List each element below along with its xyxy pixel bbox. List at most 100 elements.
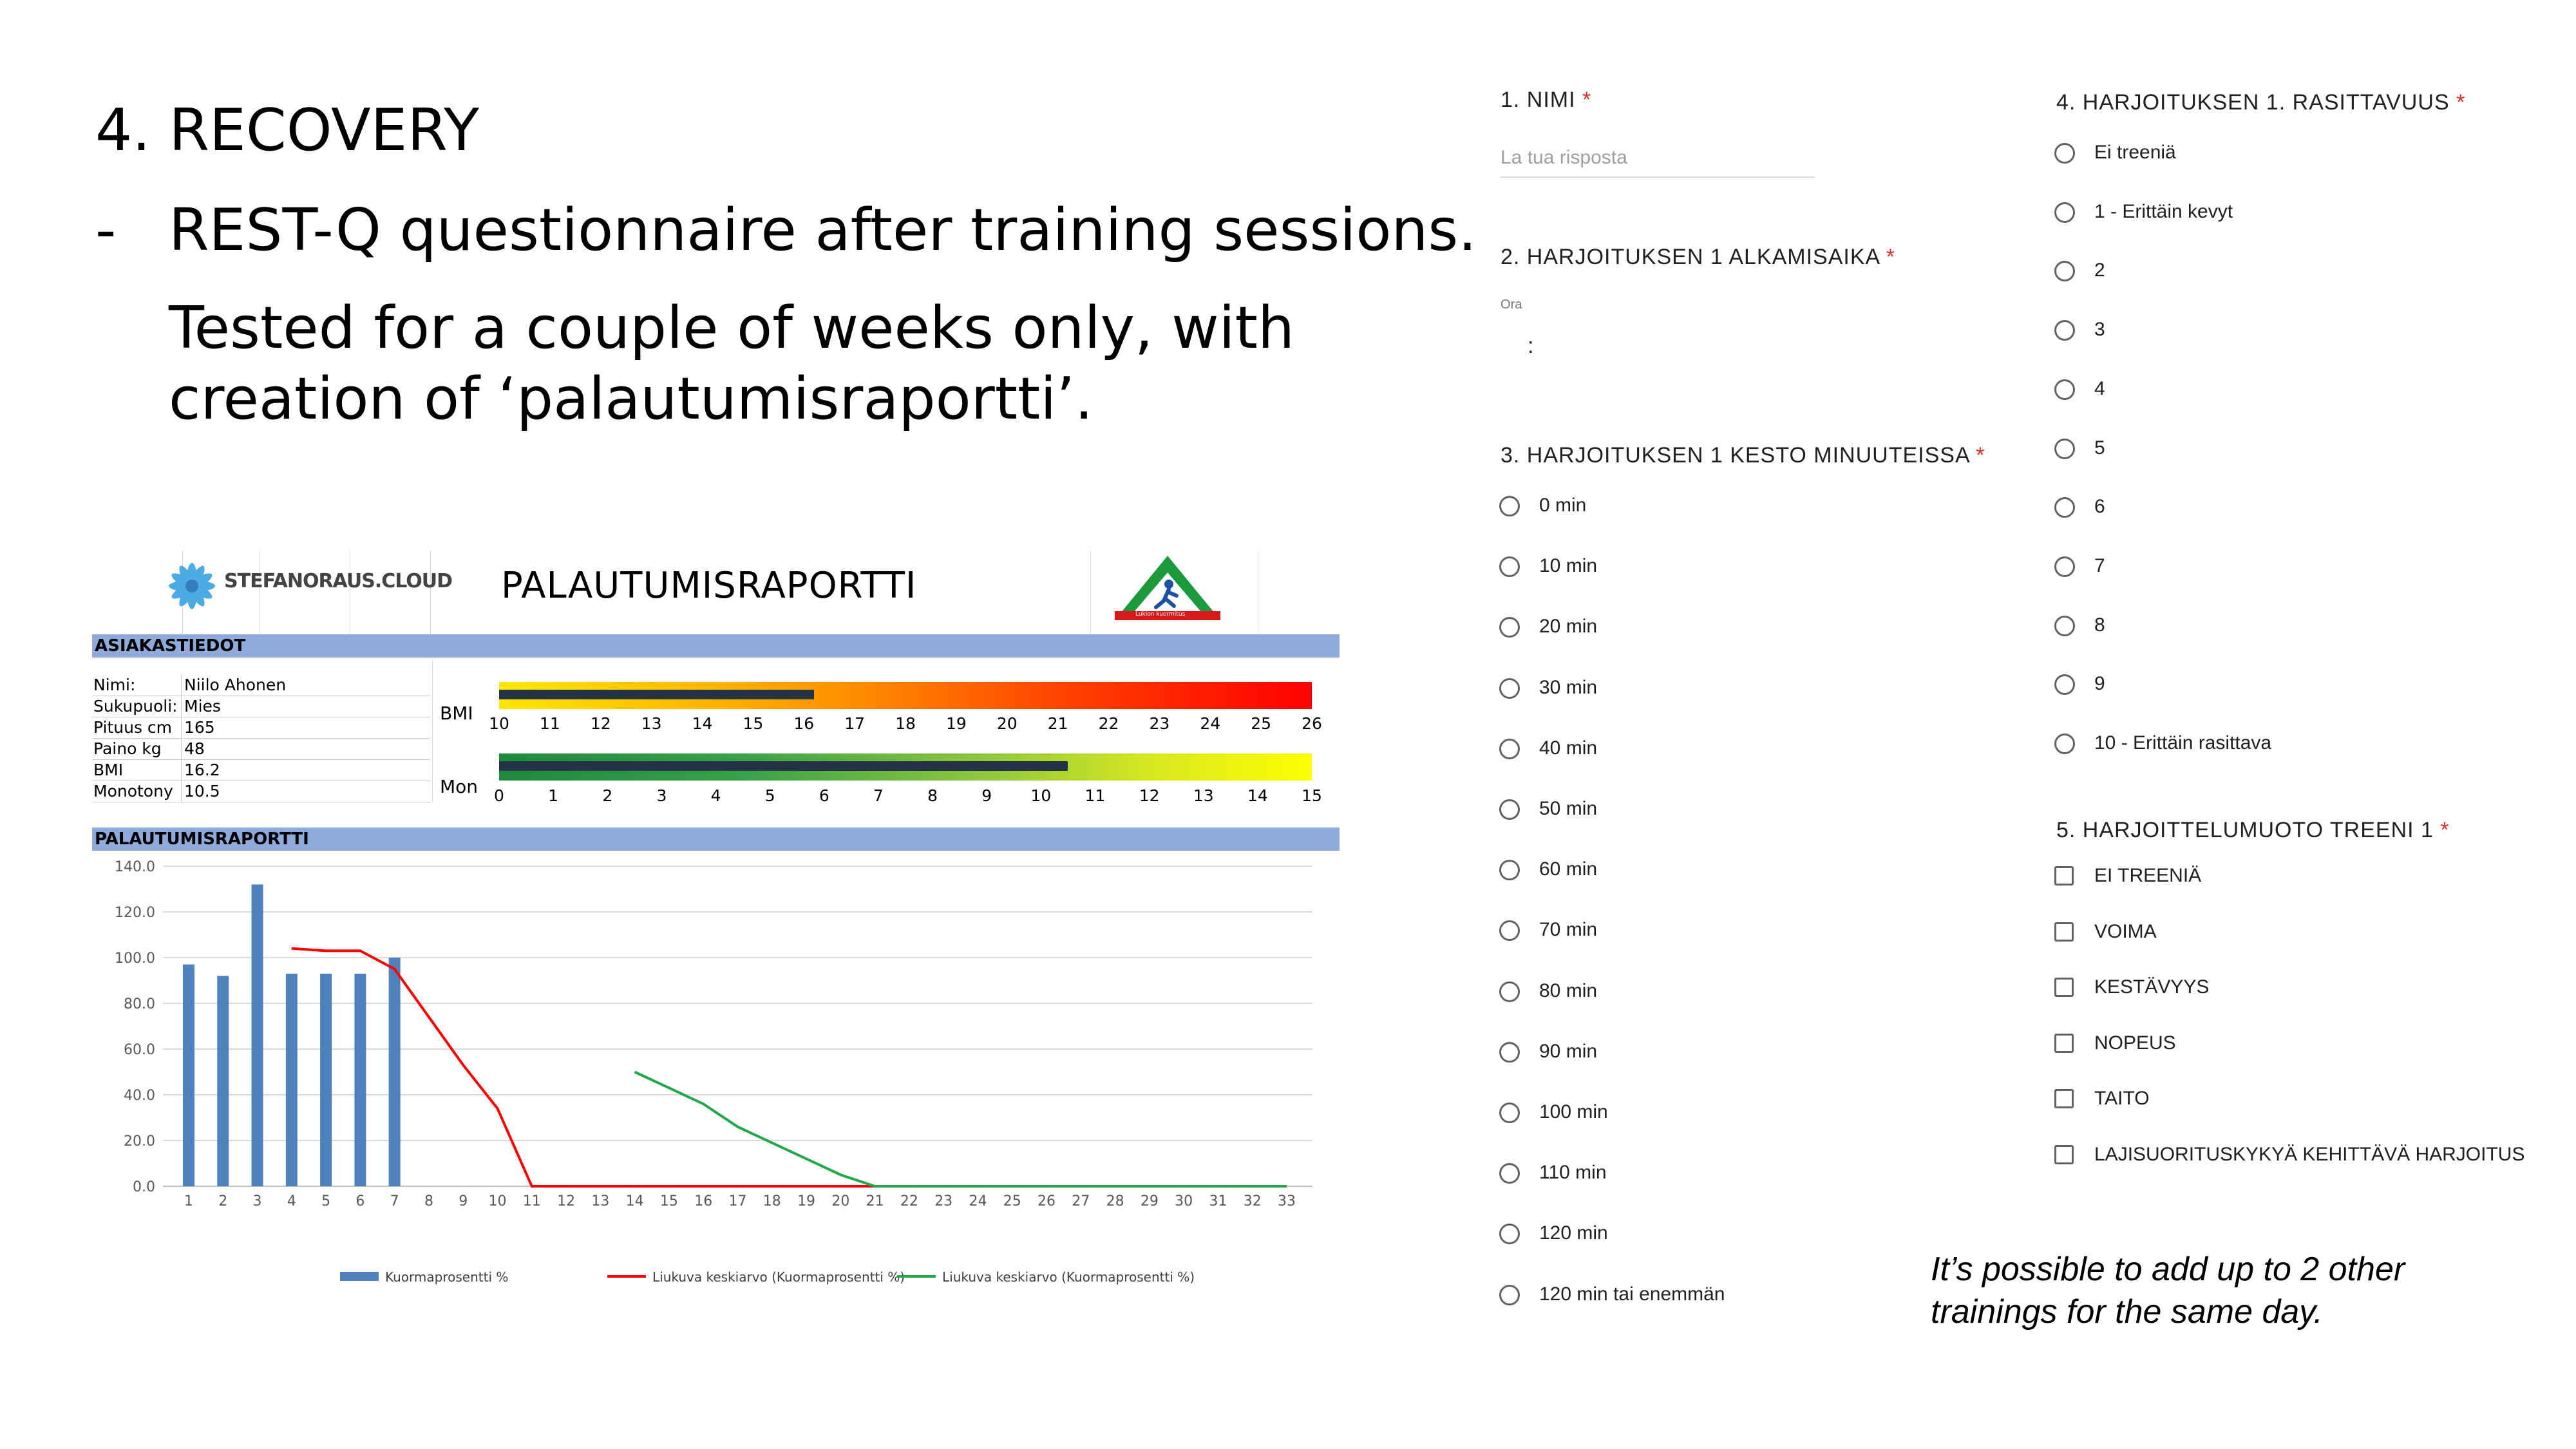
radio-button[interactable] bbox=[1499, 496, 1520, 516]
gauge-tick-label: 11 bbox=[539, 714, 560, 733]
x-tick-label: 6 bbox=[355, 1193, 365, 1209]
gauge-tick-label: 0 bbox=[494, 786, 504, 805]
x-tick-label: 18 bbox=[763, 1193, 781, 1209]
radio-button[interactable] bbox=[1499, 556, 1520, 578]
bullet-text-2: Tested for a couple of weeks only, with … bbox=[169, 294, 1295, 433]
info-row: BMI 16.2 bbox=[92, 759, 430, 781]
option-label: 4 bbox=[2094, 377, 2105, 399]
mon-gauge bbox=[499, 753, 1312, 781]
option-label: 50 min bbox=[1539, 798, 1598, 819]
option-label: 70 min bbox=[1539, 919, 1598, 941]
name-input-underline bbox=[1501, 176, 1815, 178]
gauge-tick-label: 16 bbox=[793, 714, 815, 733]
bullet-dash: - bbox=[95, 196, 117, 264]
y-tick-label: 80.0 bbox=[124, 996, 155, 1012]
y-tick-label: 140.0 bbox=[115, 859, 155, 875]
radio-button[interactable] bbox=[1499, 617, 1520, 638]
warning-triangle-icon bbox=[1115, 556, 1220, 620]
checkbox[interactable] bbox=[2054, 922, 2074, 942]
x-tick-label: 28 bbox=[1106, 1193, 1124, 1209]
checkbox[interactable] bbox=[2054, 978, 2074, 998]
option-label: VOIMA bbox=[2094, 920, 2157, 942]
checkbox[interactable] bbox=[2054, 1145, 2074, 1164]
option-label: 30 min bbox=[1539, 676, 1598, 698]
radio-button[interactable] bbox=[1499, 1041, 1520, 1063]
info-row: Paino kg 48 bbox=[92, 738, 430, 760]
option-label: 110 min bbox=[1539, 1162, 1607, 1184]
legend-label: Liukuva keskiarvo (Kuormaprosentti %) bbox=[942, 1269, 1195, 1285]
radio-button[interactable] bbox=[2054, 497, 2075, 518]
option-label: LAJISUORITUSKYKYÄ KEHITTÄVÄ HARJOITUS bbox=[2094, 1144, 2525, 1165]
badge-text: Lukion kuormitus bbox=[1135, 611, 1186, 618]
name-input[interactable]: La tua risposta bbox=[1501, 147, 1627, 168]
gauge-tick-label: 22 bbox=[1098, 714, 1119, 733]
gauge-tick-label: 15 bbox=[743, 714, 764, 733]
gauge-tick-label: 5 bbox=[764, 786, 775, 805]
radio-button[interactable] bbox=[2054, 556, 2075, 577]
option-label: 3 bbox=[2094, 319, 2105, 341]
radio-button[interactable] bbox=[2054, 202, 2075, 223]
checkbox[interactable] bbox=[2054, 1089, 2074, 1109]
time-sublabel: Ora bbox=[1501, 298, 1522, 312]
x-tick-label: 16 bbox=[694, 1193, 712, 1209]
gauge-tick-label: 21 bbox=[1047, 714, 1068, 733]
option-label: KESTÄVYYS bbox=[2094, 976, 2210, 998]
x-tick-label: 25 bbox=[1003, 1193, 1021, 1209]
bar bbox=[182, 964, 194, 1186]
radio-button[interactable] bbox=[1499, 920, 1520, 942]
radio-button[interactable] bbox=[2054, 438, 2075, 459]
radio-button[interactable] bbox=[1499, 1284, 1520, 1305]
option-label: 90 min bbox=[1539, 1040, 1598, 1062]
radio-button[interactable] bbox=[1499, 1224, 1520, 1245]
x-tick-label: 5 bbox=[321, 1193, 330, 1209]
y-tick-label: 60.0 bbox=[124, 1042, 155, 1058]
gauge-tick-label: 18 bbox=[895, 714, 916, 733]
radio-button[interactable] bbox=[2054, 674, 2075, 696]
radio-button[interactable] bbox=[1499, 738, 1520, 759]
x-tick-label: 27 bbox=[1072, 1193, 1090, 1209]
x-tick-label: 22 bbox=[900, 1193, 918, 1209]
gauge-tick-label: 10 bbox=[489, 714, 509, 733]
option-label: Ei treeniä bbox=[2094, 142, 2176, 163]
radio-button[interactable] bbox=[1499, 1103, 1520, 1123]
recovery-report: STEFANORAUS.CLOUD PALAUTUMISRAPORTTI Luk… bbox=[92, 551, 1340, 1381]
radio-button[interactable] bbox=[2054, 734, 2075, 754]
legend-swatch bbox=[340, 1272, 379, 1281]
option-label: 7 bbox=[2094, 554, 2105, 576]
info-row: Monotony 10.5 bbox=[92, 781, 430, 802]
series-line bbox=[634, 1070, 1287, 1188]
report-title: PALAUTUMISRAPORTTI bbox=[501, 565, 917, 607]
radio-button[interactable] bbox=[2054, 143, 2075, 164]
mon-value-bar bbox=[499, 761, 1068, 771]
section-header-asiakastiedot: ASIAKASTIEDOT bbox=[92, 634, 1340, 658]
x-tick-label: 14 bbox=[626, 1193, 644, 1209]
x-tick-label: 32 bbox=[1244, 1193, 1262, 1209]
option-label: 0 min bbox=[1539, 495, 1587, 516]
checkbox[interactable] bbox=[2054, 1033, 2074, 1053]
radio-button[interactable] bbox=[2054, 320, 2075, 341]
mon-gauge-label: Mon bbox=[440, 776, 478, 797]
gauge-tick-label: 13 bbox=[641, 714, 662, 733]
gauge-tick-label: 13 bbox=[1193, 786, 1214, 805]
option-label: 8 bbox=[2094, 614, 2105, 636]
option-label: 100 min bbox=[1539, 1101, 1608, 1122]
radio-button[interactable] bbox=[1499, 799, 1520, 820]
x-tick-label: 8 bbox=[424, 1193, 433, 1209]
x-tick-label: 15 bbox=[660, 1193, 678, 1209]
x-tick-label: 30 bbox=[1175, 1193, 1193, 1209]
radio-button[interactable] bbox=[2054, 615, 2075, 636]
radio-button[interactable] bbox=[1499, 677, 1520, 699]
gauge-tick-label: 14 bbox=[692, 714, 713, 733]
radio-button[interactable] bbox=[1499, 1163, 1520, 1184]
option-label: 20 min bbox=[1539, 616, 1598, 638]
radio-button[interactable] bbox=[2054, 261, 2075, 282]
option-label: 9 bbox=[2094, 673, 2105, 695]
radio-button[interactable] bbox=[1499, 860, 1520, 881]
x-tick-label: 33 bbox=[1278, 1193, 1296, 1209]
radio-button[interactable] bbox=[1499, 981, 1520, 1002]
checkbox[interactable] bbox=[2054, 866, 2074, 886]
gauge-tick-label: 14 bbox=[1247, 786, 1268, 805]
x-tick-label: 26 bbox=[1037, 1193, 1056, 1209]
time-input[interactable]: : bbox=[1528, 334, 1534, 358]
radio-button[interactable] bbox=[2054, 379, 2075, 400]
